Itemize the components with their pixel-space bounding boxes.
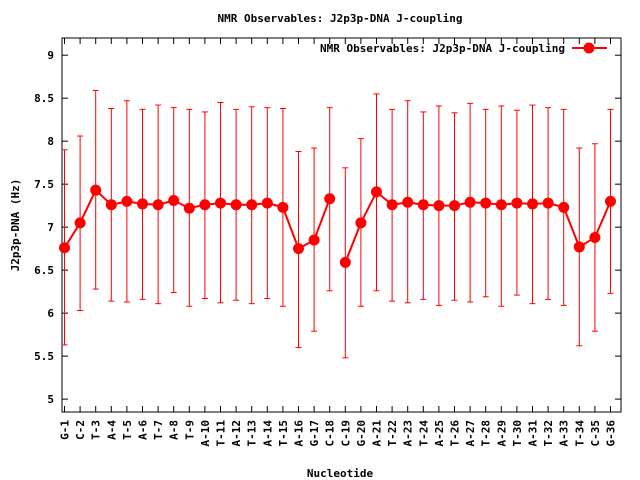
x-tick-label: A-31 [527,420,540,447]
y-tick-label: 5.5 [34,350,54,363]
y-tick-label: 9 [47,49,54,62]
data-point [324,193,336,205]
data-point [293,243,304,255]
y-tick-label: 8 [47,135,54,148]
x-tick-label: T-32 [542,420,555,447]
x-tick-label: T-22 [386,420,399,447]
x-tick-label: T-26 [449,420,462,447]
x-tick-label: T-11 [215,420,228,447]
data-point [605,195,616,207]
data-point [105,199,117,211]
data-point [74,217,86,229]
x-tick-label: T-34 [573,420,586,447]
x-tick-label: T-24 [417,420,430,447]
data-point [137,198,148,210]
x-tick-label: C-19 [339,420,352,447]
x-axis-label: Nucleotide [307,467,374,480]
data-point [417,199,429,211]
x-tick-label: A-12 [230,420,243,447]
series-line [344,190,612,263]
data-point [495,199,507,211]
data-point [152,199,164,211]
x-tick-label: T-3 [90,420,103,440]
data-point [90,184,102,196]
x-axis: G-1 C-2 T-3 A-4 T-5 A-6 T-7 A-8 T-9 A-10 T-11 A-12 T… [59,38,618,447]
data-point [449,200,460,212]
data-point [121,195,133,207]
data-point [542,197,554,209]
x-tick-label: T-28 [480,420,493,447]
x-tick-label: G-20 [355,420,368,447]
data-point [277,201,289,213]
x-tick-label: C-35 [589,420,602,447]
data-point [199,199,211,211]
data-point [230,199,242,211]
series-layer [59,89,616,359]
x-tick-label: A-14 [261,420,274,447]
data-point [371,186,382,198]
data-point [168,194,180,206]
data-point [511,197,523,209]
x-tick-label: A-10 [199,420,212,447]
x-tick-label: A-8 [168,420,181,440]
x-tick-label: A-4 [105,420,118,440]
x-tick-label: G-1 [59,420,72,440]
data-point [433,200,445,212]
x-tick-label: G-36 [605,420,618,447]
y-tick-label: 7.5 [34,178,54,191]
y-tick-label: 8.5 [34,92,54,105]
data-point [59,242,70,254]
x-tick-label: T-15 [277,420,290,447]
y-tick-label: 7 [47,221,54,234]
data-point [480,197,492,209]
data-point [558,201,570,213]
y-axis-label: J2p3p-DNA (Hz) [9,179,22,272]
data-point [246,199,258,211]
data-point [355,217,367,229]
data-point [308,234,320,246]
data-point [386,199,398,211]
data-point [573,241,585,253]
legend: NMR Observables: J2p3p-DNA J-coupling [320,42,607,55]
legend-label: NMR Observables: J2p3p-DNA J-coupling [320,42,565,55]
data-point [402,196,414,208]
series-line [63,188,331,251]
data-point [215,197,226,209]
x-tick-label: T-30 [511,420,524,447]
x-tick-label: A-23 [402,420,415,447]
chart-title: NMR Observables: J2p3p-DNA J-coupling [217,12,462,25]
data-point [464,196,476,208]
x-tick-label: T-13 [246,420,259,447]
x-tick-label: G-17 [308,420,321,447]
x-tick-label: C-18 [324,420,337,447]
x-tick-label: A-6 [137,420,150,440]
data-point [339,256,351,268]
x-tick-label: A-33 [558,420,571,447]
data-point [589,231,601,243]
x-tick-label: C-2 [74,420,87,440]
y-tick-label: 5 [47,393,54,406]
data-point [261,197,273,209]
legend-marker [583,42,595,54]
y-tick-label: 6.5 [34,264,54,277]
data-point [527,198,538,210]
x-tick-label: T-5 [121,420,134,440]
plot-area: 98.587.576.565.55 G-1 C-2 T-3 A-4 T-5 A-6 T-7 A… [34,37,622,447]
x-tick-label: A-29 [495,420,508,447]
x-tick-label: A-25 [433,420,446,447]
x-tick-label: A-27 [464,420,477,447]
data-point [183,202,195,214]
x-tick-label: A-16 [293,420,306,447]
x-tick-label: A-21 [371,420,384,447]
plot-frame [61,37,622,413]
y-tick-label: 6 [47,307,54,320]
x-tick-label: T-7 [152,420,165,440]
x-tick-label: T-9 [183,420,196,440]
